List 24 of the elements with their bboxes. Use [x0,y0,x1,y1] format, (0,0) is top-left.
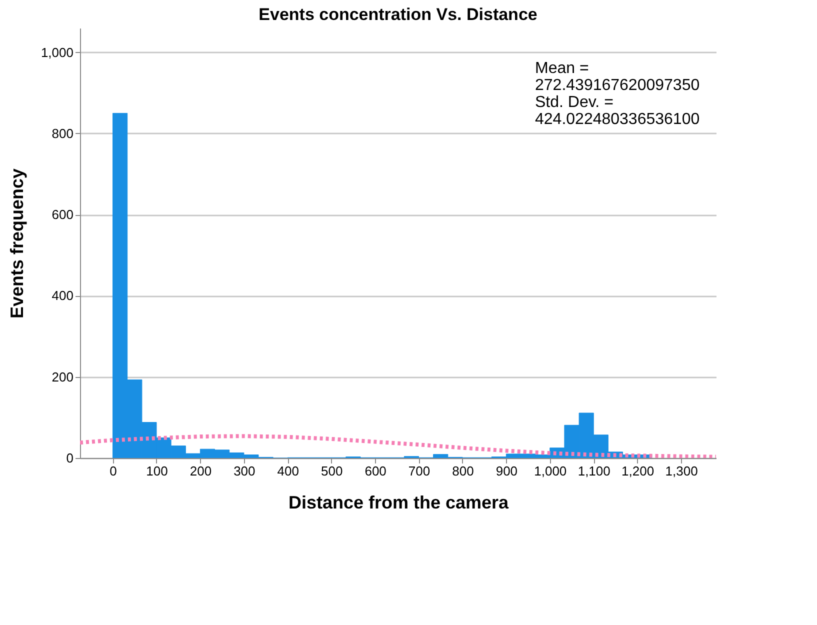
y-tick-label: 1,000 [40,44,74,60]
x-tick-label: 600 [364,464,386,478]
y-axis-title: Events frequency [6,168,27,319]
chart-title: Events concentration Vs. Distance [258,5,538,24]
x-tick-label: 200 [190,464,212,478]
x-tick-label: 800 [452,464,474,478]
x-tick-label: 0 [110,464,117,478]
x-axis-title: Distance from the camera [288,492,510,512]
x-tick-label: 400 [277,464,299,478]
x-tick-label: 100 [146,464,168,478]
x-tick-label: 300 [234,464,256,478]
y-tick-label: 800 [52,126,74,141]
x-tick-label: 500 [320,464,343,478]
y-tick-label: 600 [52,207,74,222]
x-tick-label: 1,200 [622,464,654,478]
x-tick-label: 1,300 [665,464,698,478]
x-tick-label: 900 [496,464,518,478]
x-tick-label: 1,000 [534,464,567,478]
y-tick-label: 400 [52,288,74,304]
y-tick-label: 0 [66,450,74,466]
annotation: Mean = 272.439167620097350 Std. Dev. = 424.022480336536100 [535,60,700,128]
x-tick-label: 700 [408,464,430,478]
x-tick-label: 1,100 [578,464,610,478]
y-tick-label: 200 [52,369,74,384]
